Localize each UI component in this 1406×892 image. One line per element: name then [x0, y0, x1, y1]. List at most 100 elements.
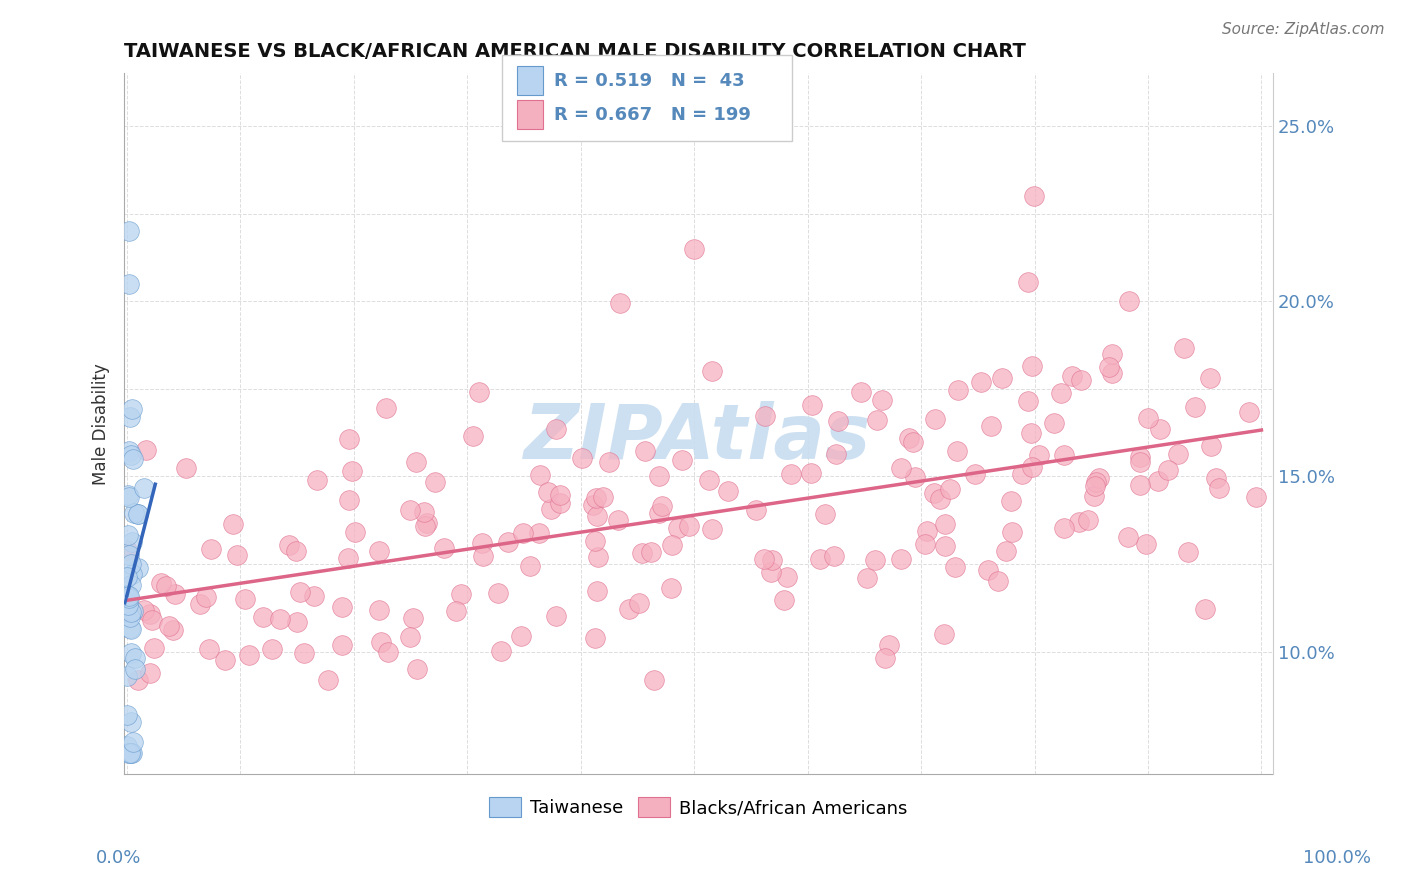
Point [648, 468, 671, 483]
Point [1053, 449, 1076, 463]
Point [278, 538, 301, 552]
Point [118, 224, 141, 238]
Point [592, 490, 614, 504]
Point [617, 602, 640, 616]
Point [1085, 475, 1108, 490]
Point [433, 541, 456, 555]
Point [149, 575, 172, 590]
Point [142, 640, 165, 655]
Point [120, 605, 142, 619]
Point [866, 413, 889, 427]
Point [120, 578, 142, 592]
Point [583, 533, 606, 548]
Text: R = 0.667   N = 199: R = 0.667 N = 199 [554, 106, 751, 124]
Text: 100.0%: 100.0% [1303, 849, 1371, 867]
Point [512, 525, 534, 540]
Point [1021, 359, 1043, 373]
Point [398, 630, 420, 644]
Point [606, 512, 628, 526]
Point [1101, 366, 1123, 380]
Point [124, 661, 146, 675]
Point [115, 570, 138, 584]
Point [444, 604, 467, 618]
Point [121, 604, 143, 618]
Point [1021, 425, 1043, 440]
Point [1199, 370, 1222, 384]
Point [873, 651, 896, 665]
Point [486, 586, 509, 600]
Point [1021, 460, 1043, 475]
Point [226, 548, 249, 562]
Point [162, 623, 184, 637]
Point [779, 467, 801, 481]
Point [1098, 360, 1121, 375]
Point [932, 627, 955, 641]
Point [405, 455, 427, 469]
Point [118, 277, 141, 291]
Point [697, 473, 720, 487]
Point [1000, 494, 1022, 508]
Point [489, 643, 512, 657]
Point [943, 560, 966, 574]
Point [609, 296, 631, 310]
Point [1067, 515, 1090, 529]
Point [118, 621, 141, 635]
Point [901, 435, 924, 450]
Point [827, 414, 849, 428]
Point [991, 370, 1014, 384]
Point [761, 553, 783, 567]
Point [117, 739, 139, 753]
Point [120, 610, 142, 624]
Point [759, 565, 782, 579]
Point [118, 409, 141, 424]
Text: ZIPAtlas: ZIPAtlas [524, 401, 872, 475]
Point [117, 746, 139, 760]
Point [994, 544, 1017, 558]
Point [284, 544, 307, 558]
Point [1017, 275, 1039, 289]
Point [450, 587, 472, 601]
Point [121, 746, 143, 760]
Point [939, 482, 962, 496]
Point [292, 646, 315, 660]
Point [922, 486, 945, 500]
Point [375, 401, 398, 416]
Point [661, 538, 683, 552]
Point [174, 460, 197, 475]
Point [1116, 530, 1139, 544]
Point [1147, 474, 1170, 488]
Point [890, 552, 912, 566]
Point [877, 638, 900, 652]
Point [121, 735, 143, 749]
Point [548, 488, 571, 502]
Point [117, 488, 139, 502]
Point [115, 595, 138, 609]
Point [1017, 393, 1039, 408]
Point [1101, 347, 1123, 361]
Point [963, 467, 986, 481]
Point [127, 508, 149, 522]
Point [929, 492, 952, 507]
Point [627, 596, 650, 610]
Point [585, 491, 607, 506]
Point [870, 393, 893, 408]
Text: TAIWANESE VS BLACK/AFRICAN AMERICAN MALE DISABILITY CORRELATION CHART: TAIWANESE VS BLACK/AFRICAN AMERICAN MALE… [124, 42, 1025, 61]
Point [856, 571, 879, 585]
Point [399, 503, 422, 517]
Point [1087, 471, 1109, 485]
Point [586, 550, 609, 565]
Point [337, 432, 360, 446]
Point [139, 607, 162, 621]
Point [546, 609, 568, 624]
Point [934, 539, 956, 553]
Point [970, 375, 993, 389]
Point [801, 398, 824, 412]
Point [141, 613, 163, 627]
Point [586, 584, 609, 599]
Legend: Taiwanese, Blacks/African Americans: Taiwanese, Blacks/African Americans [481, 789, 915, 825]
Point [1024, 189, 1046, 203]
Point [519, 559, 541, 574]
Point [1028, 448, 1050, 462]
Point [121, 402, 143, 417]
Point [976, 563, 998, 577]
